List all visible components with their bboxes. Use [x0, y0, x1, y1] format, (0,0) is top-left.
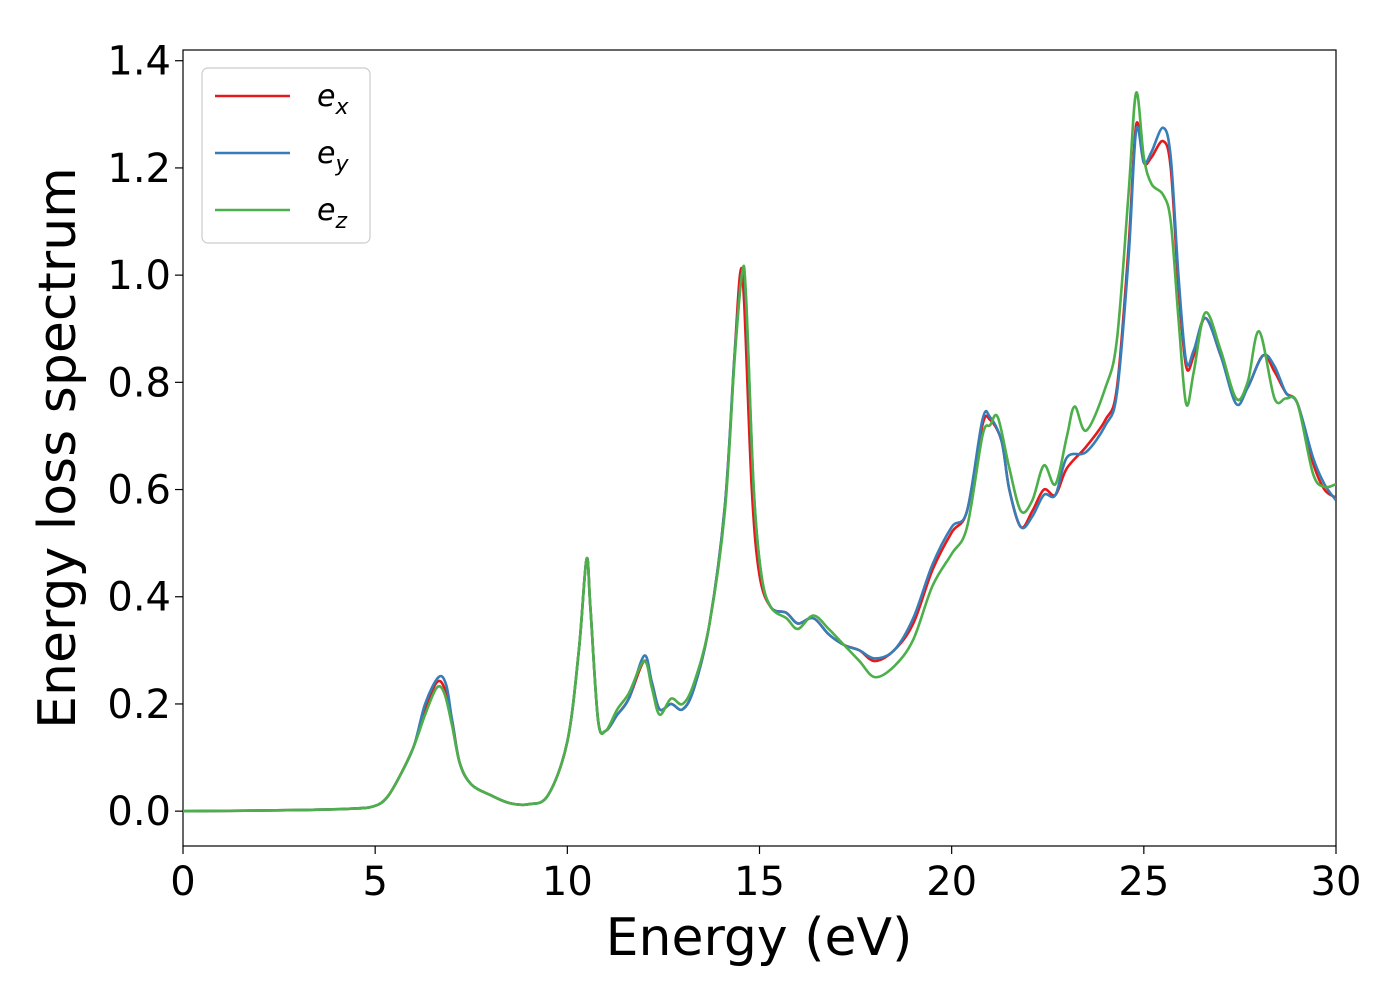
series-line-z — [183, 91, 1336, 813]
y-tick-label: 1.4 — [107, 39, 171, 85]
y-axis-ticks: 0.0 0.2 0.4 0.6 0.8 1.0 1.2 1.4 — [107, 39, 183, 835]
x-axis-ticks: 0 5 10 15 20 25 30 — [170, 846, 1361, 905]
x-tick-label: 10 — [542, 859, 593, 905]
legend-label-z: ez — [317, 193, 347, 234]
y-tick-label: 1.2 — [107, 146, 171, 192]
series-group — [183, 91, 1336, 813]
legend-label-y: ey — [317, 136, 349, 177]
y-tick-label: 1.0 — [107, 253, 171, 299]
x-tick-label: 30 — [1311, 859, 1362, 905]
y-tick-label: 0.2 — [107, 682, 171, 728]
y-tick-label: 0.8 — [107, 360, 171, 406]
x-tick-label: 20 — [926, 859, 977, 905]
y-tick-label: 0.0 — [107, 789, 171, 835]
x-tick-label: 15 — [734, 859, 785, 905]
legend-items: ex ey ez — [215, 79, 349, 234]
y-tick-label: 0.4 — [107, 575, 171, 621]
legend-box — [201, 67, 371, 244]
legend: ex ey ez — [201, 67, 371, 244]
x-tick-label: 25 — [1118, 859, 1169, 905]
x-tick-label: 0 — [170, 859, 195, 905]
y-tick-label: 0.6 — [107, 468, 171, 514]
x-axis-title: Energy (eV) — [606, 908, 913, 968]
x-tick-label: 5 — [362, 859, 387, 905]
series-lines — [183, 91, 1336, 813]
legend-label-x: ex — [317, 79, 349, 120]
y-axis-title: Energy loss spectrum — [28, 167, 88, 729]
